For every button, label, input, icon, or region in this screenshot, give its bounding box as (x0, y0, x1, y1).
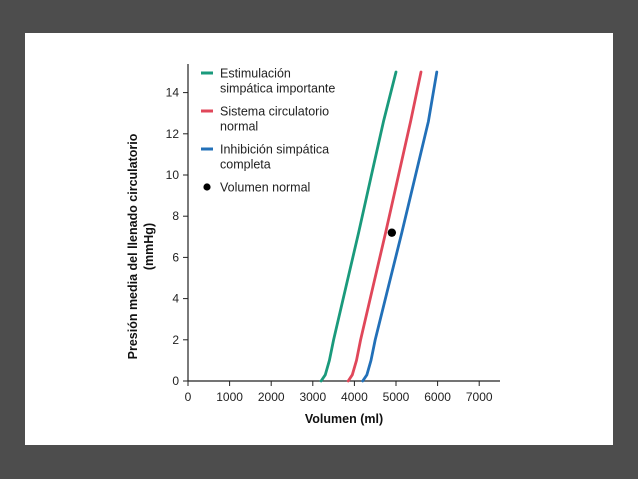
series-line (361, 70, 439, 383)
legend-label: Inhibición simpática (220, 143, 329, 157)
normal-volume-marker (387, 228, 397, 237)
x-tick-label: 5000 (383, 390, 410, 404)
x-tick-label: 2000 (258, 390, 285, 404)
legend-label: normal (220, 120, 258, 134)
y-tick-label: 0 (172, 374, 179, 388)
x-axis-title: Volumen (ml) (305, 412, 383, 426)
x-tick-label: 3000 (299, 390, 326, 404)
y-tick-label: 8 (172, 209, 179, 223)
legend-marker (203, 183, 211, 191)
y-tick-label: 6 (172, 250, 179, 264)
series-line (319, 70, 398, 383)
y-axis-title: Presión media del llenado circulatorio (126, 133, 140, 359)
y-axis-unit: (mmHg) (142, 223, 156, 270)
y-tick-label: 14 (166, 86, 180, 100)
y-tick-label: 10 (166, 168, 180, 182)
chart: 0 1000 2000 3000 4000 5000 6000 7000 0 2 4 6 8 10 12 14… (126, 64, 500, 426)
y-tick-label: 12 (166, 127, 180, 141)
legend-label: Estimulación (220, 67, 291, 81)
x-tick-label: 7000 (466, 390, 493, 404)
x-tick-label: 4000 (341, 390, 368, 404)
legend-label: simpática importante (220, 82, 335, 96)
x-tick-label: 6000 (424, 390, 451, 404)
series-line (346, 70, 423, 383)
legend-label: Sistema circulatorio (220, 105, 329, 119)
y-tick-label: 2 (172, 333, 179, 347)
x-tick-label: 1000 (216, 390, 243, 404)
y-tick-label: 4 (172, 292, 179, 306)
x-tick-label: 0 (185, 390, 192, 404)
legend-label: Volumen normal (220, 181, 310, 195)
legend-label: completa (220, 158, 271, 172)
slide-panel: 0 1000 2000 3000 4000 5000 6000 7000 0 2 4 6 8 10 12 14… (25, 33, 613, 445)
